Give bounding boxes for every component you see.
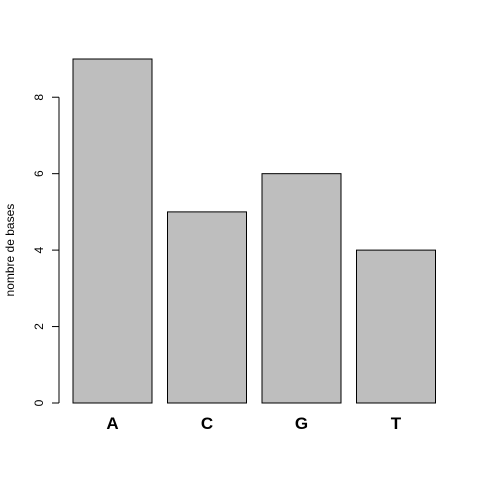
y-tick-label: 4 — [32, 246, 46, 253]
x-category-label: T — [391, 414, 402, 433]
bar-g — [261, 173, 342, 404]
y-axis-label: nombre de bases — [3, 204, 17, 297]
y-tick-label: 6 — [32, 170, 46, 177]
bar-t — [356, 249, 436, 404]
bar-a — [72, 58, 153, 404]
y-tick-label: 2 — [32, 323, 46, 330]
x-category-label: A — [106, 414, 118, 433]
x-category-label: G — [295, 414, 308, 433]
bars-layer — [72, 58, 436, 404]
y-tick-label: 8 — [32, 94, 46, 101]
bar-c — [167, 211, 247, 404]
y-tick-label: 0 — [32, 399, 46, 406]
y-axis: 0 2 4 6 8 — [32, 94, 60, 406]
x-category-label: C — [201, 414, 213, 433]
